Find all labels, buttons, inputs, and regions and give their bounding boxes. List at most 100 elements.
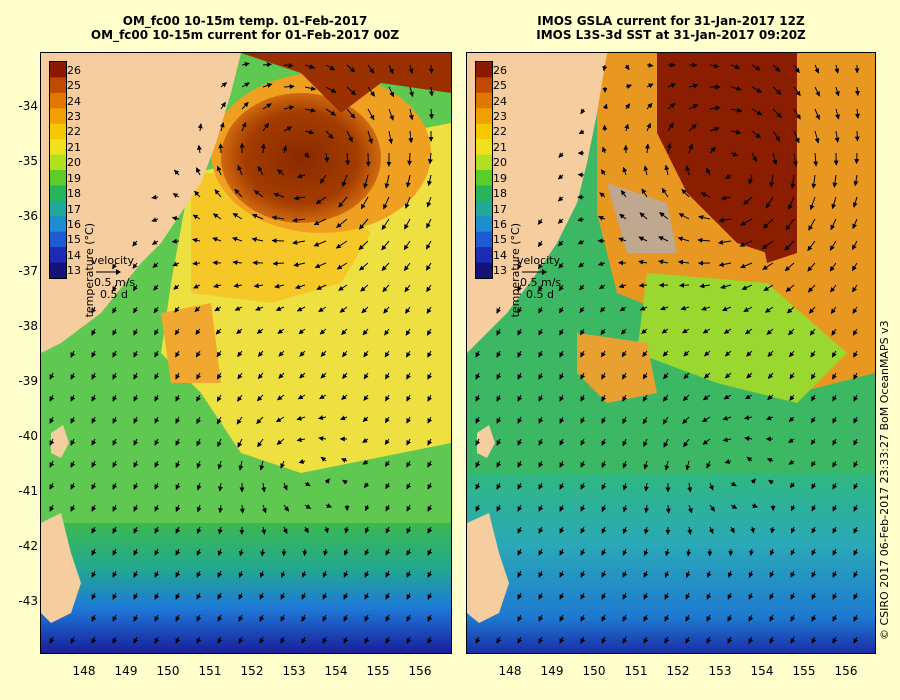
velocity-duration: 0.5 d [100,288,128,301]
velocity-arrow [832,438,838,446]
colorbar-label: 18 [67,187,81,201]
velocity-arrow [538,350,544,358]
velocity-arrow [685,570,691,578]
velocity-arrow [475,416,481,424]
velocity-arrow [232,236,243,242]
velocity-arrow [644,143,650,154]
velocity-arrow [49,482,55,490]
velocity-arrow [133,460,139,468]
velocity-label: velocity [517,254,560,267]
velocity-arrow [751,64,761,71]
mainland-australia [41,53,241,353]
velocity-arrow [496,328,502,336]
velocity-arrow [580,636,586,644]
colorbar-swatch [476,185,492,202]
velocity-arrow [517,438,523,446]
velocity-arrow [678,259,690,265]
y-tick-label: -35 [18,154,38,168]
velocity-arrow [151,217,159,222]
velocity-arrow [91,460,97,468]
velocity-arrow [832,636,838,644]
velocity-arrow [175,570,181,578]
velocity-arrow [175,438,181,446]
velocity-arrow [580,548,586,556]
velocity-arrow [793,130,800,144]
velocity-arrow [855,108,861,119]
colorbar-swatch [476,231,492,248]
y-tick-label: -43 [18,594,38,608]
velocity-arrow [835,108,840,120]
velocity-arrow [643,165,649,176]
velocity-arrow [475,372,481,380]
velocity-arrow [91,416,97,424]
velocity-arrow [346,130,353,143]
velocity-arrow [598,215,606,221]
velocity-arrow [559,482,565,490]
velocity-arrow [724,459,732,464]
velocity-arrow [196,482,202,491]
colorbar-swatch [476,247,492,264]
velocity-arrow [790,570,796,578]
x-tick-label: 151 [198,664,222,678]
velocity-arrow [751,86,763,93]
southern-cool-water [467,473,875,653]
velocity-arrow [763,284,774,292]
velocity-arrow [271,215,285,221]
velocity-arrow [762,262,774,271]
colorbar-label: 24 [67,94,81,108]
velocity-arrow [406,526,412,534]
velocity-arrow [601,460,607,468]
velocity-arrow [709,504,716,512]
velocity-arrow [320,456,327,462]
velocity-arrow [256,394,264,402]
velocity-arrow [237,438,243,448]
velocity-arrow [793,108,801,120]
velocity-arrow [408,130,414,144]
velocity-arrow [702,394,711,401]
velocity-arrow [788,438,795,444]
velocity-arrow [194,190,201,198]
velocity-arrow [785,284,795,292]
velocity-arrow [283,126,293,132]
velocity-arrow [557,218,564,224]
velocity-arrow [237,372,243,380]
right-title-line1: IMOS GSLA current for 31-Jan-2017 12Z [537,14,805,28]
velocity-arrow [685,165,691,176]
velocity-arrow [600,328,606,336]
velocity-arrow [174,169,180,176]
velocity-arrow [425,262,432,271]
warm-filament [161,303,221,383]
velocity-arrow [282,482,288,491]
velocity-arrow [175,614,181,622]
velocity-arrow [642,350,648,357]
x-tick-label: 155 [792,664,816,678]
velocity-arrow [273,192,285,198]
colorbar-label: 17 [67,202,81,216]
velocity-arrow [792,152,798,167]
velocity-duration: 0.5 d [526,288,554,301]
velocity-arrow [832,526,838,534]
velocity-arrow [559,614,565,622]
velocity-arrow [346,64,355,73]
velocity-arrow [682,394,690,402]
velocity-arrow [708,482,714,491]
velocity-arrow [764,306,774,313]
velocity-arrow [275,306,285,311]
velocity-arrow [496,438,502,446]
velocity-arrow [618,237,627,243]
credit-text: © CSIRO 2017 06-Feb-2017 23:33:27 BoM Oc… [878,320,891,640]
velocity-arrow [538,570,544,578]
velocity-arrow [743,415,753,421]
velocity-arrow [852,196,858,208]
velocity-arrow [216,165,222,176]
velocity-arrow [702,438,711,445]
velocity-arrow [296,437,306,443]
velocity-arrow [601,570,607,578]
velocity-arrow [154,438,160,446]
velocity-arrow [688,83,699,89]
velocity-arrow [296,415,306,421]
velocity-arrow [599,306,606,313]
velocity-arrow [810,438,816,445]
velocity-arrow [70,636,76,644]
velocity-arrow [262,62,272,68]
